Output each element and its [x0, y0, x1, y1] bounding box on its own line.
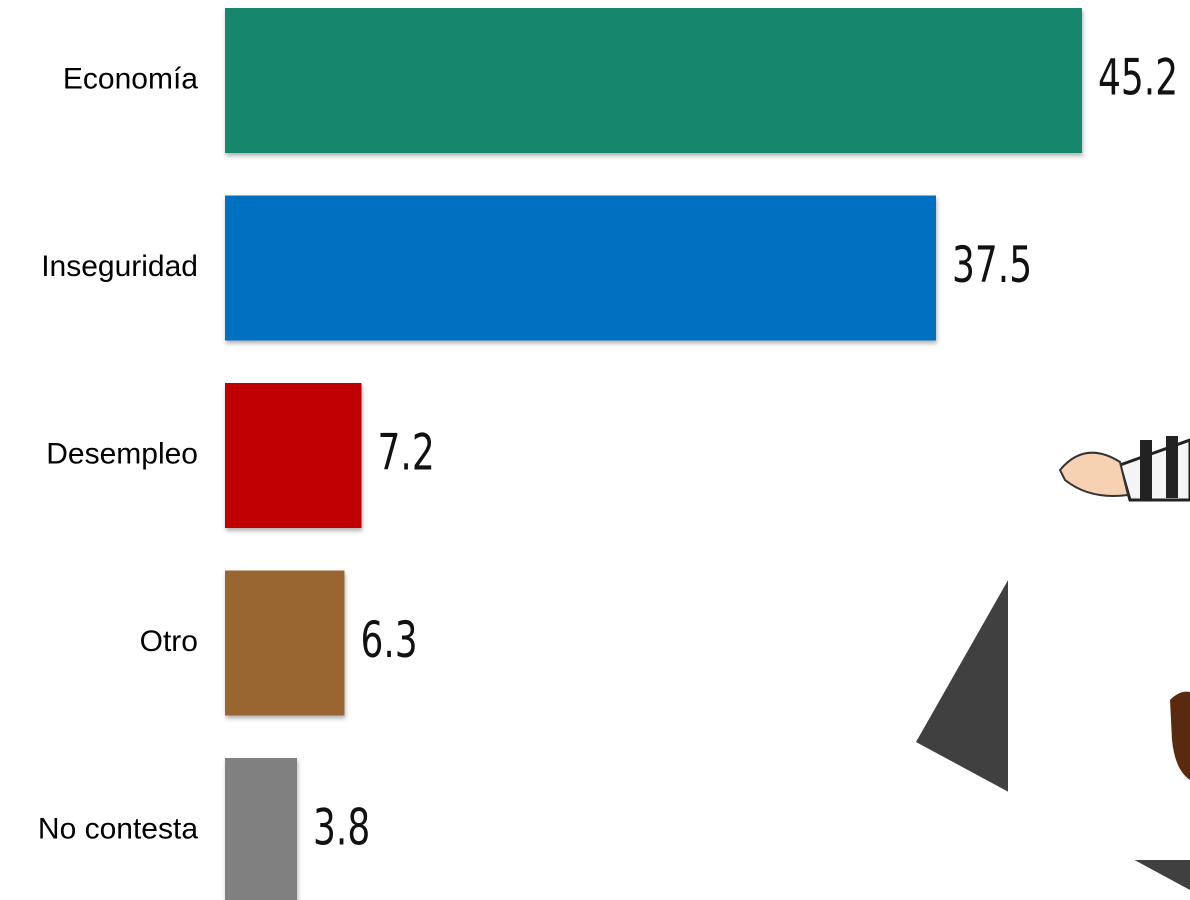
decoration	[916, 255, 1190, 890]
value-label: 3.8	[313, 800, 370, 857]
plot-area: Economía 45.2 Inseguridad 37.5 Desempleo 7.2 O…	[38, 8, 1178, 900]
decor-arm	[1058, 436, 1190, 502]
category-label: Desempleo	[46, 437, 198, 470]
decor-shoe	[1170, 691, 1190, 780]
decor-panel	[1008, 255, 1190, 860]
value-label: 6.3	[360, 612, 417, 669]
value-label: 7.2	[378, 425, 435, 482]
bar	[225, 8, 1082, 153]
value-label: 45.2	[1098, 50, 1178, 107]
category-label: Inseguridad	[41, 250, 198, 283]
bar	[225, 195, 936, 341]
category-label: Otro	[140, 625, 198, 658]
bar	[225, 383, 362, 528]
category-label: No contesta	[38, 812, 198, 845]
bar	[225, 570, 345, 716]
bar	[225, 758, 298, 900]
category-label: Economía	[63, 62, 198, 95]
value-label: 37.5	[952, 237, 1032, 294]
